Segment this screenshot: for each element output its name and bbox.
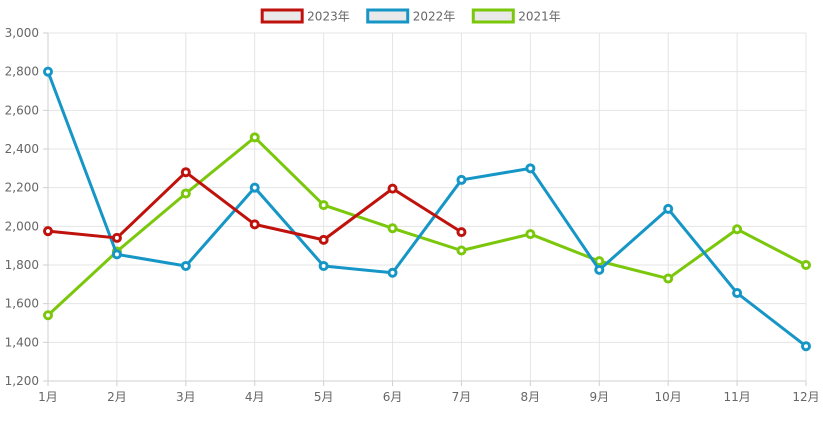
data-point bbox=[456, 245, 467, 256]
data-point bbox=[43, 310, 53, 321]
y-tick-label: 2,000 bbox=[5, 219, 39, 233]
x-tick-label: 1月 bbox=[38, 390, 58, 404]
x-tick-label: 10月 bbox=[655, 390, 682, 404]
data-point bbox=[318, 234, 329, 245]
y-tick-label: 2,400 bbox=[5, 142, 39, 156]
axes: 1,200 1,400 1,600 1,800 2,000 2,200 2,400 2,600… bbox=[5, 26, 820, 404]
x-tick-label: 9月 bbox=[589, 390, 609, 404]
series-group bbox=[43, 66, 811, 352]
series-lines bbox=[43, 66, 811, 352]
data-point bbox=[249, 219, 260, 230]
legend-label: 2022年 bbox=[413, 10, 456, 24]
y-tick-label: 1,600 bbox=[5, 297, 39, 311]
y-tick-label: 1,800 bbox=[5, 258, 39, 272]
data-point bbox=[525, 163, 536, 174]
data-point bbox=[249, 182, 260, 193]
data-point bbox=[387, 267, 398, 278]
data-point bbox=[43, 226, 53, 237]
data-point bbox=[732, 288, 743, 299]
y-tick-label: 3,000 bbox=[5, 26, 39, 40]
x-tick-label: 11月 bbox=[723, 390, 750, 404]
data-point bbox=[180, 188, 191, 199]
series-group bbox=[43, 167, 467, 245]
legend: 2023年 2022年 2021年 bbox=[260, 8, 561, 24]
data-point bbox=[180, 260, 191, 271]
y-tick-label: 1,400 bbox=[5, 335, 39, 349]
data-point bbox=[318, 200, 329, 211]
data-point bbox=[663, 203, 674, 214]
data-point bbox=[111, 232, 122, 243]
data-point bbox=[180, 167, 191, 178]
data-point bbox=[801, 260, 811, 270]
data-point bbox=[387, 223, 398, 234]
data-point bbox=[249, 132, 260, 143]
data-point bbox=[43, 66, 53, 77]
y-tick-label: 2,200 bbox=[5, 181, 39, 195]
y-tick-label: 2,600 bbox=[5, 103, 39, 117]
y-tick-label: 1,200 bbox=[5, 374, 39, 388]
legend-swatch bbox=[471, 8, 515, 24]
legend-label: 2021年 bbox=[518, 10, 561, 24]
data-point bbox=[387, 183, 398, 194]
data-point bbox=[318, 260, 329, 271]
y-tick-label: 2,800 bbox=[5, 65, 39, 79]
data-point bbox=[594, 264, 605, 275]
legend-swatch bbox=[366, 8, 410, 24]
legend-item[interactable]: 2021年 bbox=[471, 8, 561, 24]
grid bbox=[47, 32, 807, 382]
x-tick-label: 8月 bbox=[521, 390, 541, 404]
x-tick-label: 3月 bbox=[176, 390, 196, 404]
legend-item[interactable]: 2023年 bbox=[260, 8, 350, 24]
data-point bbox=[594, 256, 605, 267]
series-line bbox=[46, 135, 808, 317]
data-point bbox=[663, 273, 674, 284]
legend-label: 2023年 bbox=[307, 10, 350, 24]
x-tick-label: 7月 bbox=[452, 390, 472, 404]
x-tick-label: 12月 bbox=[792, 390, 819, 404]
legend-item[interactable]: 2022年 bbox=[366, 8, 456, 24]
x-tick-label: 5月 bbox=[314, 390, 334, 404]
data-point bbox=[456, 227, 467, 238]
legend-swatch bbox=[260, 8, 304, 24]
x-tick-label: 4月 bbox=[245, 390, 265, 404]
x-tick-label: 2月 bbox=[107, 390, 127, 404]
series-line bbox=[46, 70, 808, 348]
data-point bbox=[732, 224, 743, 235]
data-point bbox=[456, 174, 467, 185]
x-tick-label: 6月 bbox=[383, 390, 403, 404]
data-point bbox=[525, 229, 536, 240]
data-point bbox=[801, 341, 811, 352]
data-point bbox=[111, 249, 122, 260]
